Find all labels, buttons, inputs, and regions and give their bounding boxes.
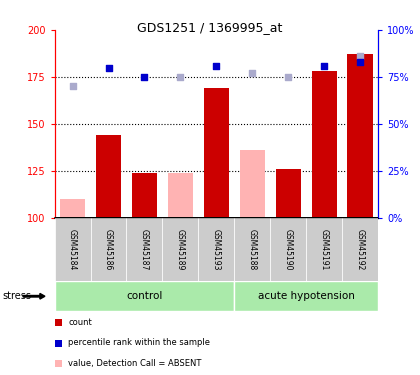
Bar [132,172,157,217]
Point [249,70,256,76]
Point [213,63,220,69]
Text: GSM45190: GSM45190 [284,229,293,270]
Text: GSM45192: GSM45192 [356,229,365,270]
Bar [168,172,193,217]
Text: stress: stress [2,291,31,301]
Text: GSM45184: GSM45184 [68,229,77,270]
Text: count: count [68,318,92,327]
Bar [270,217,306,281]
Text: control: control [126,291,163,301]
Text: GDS1251 / 1369995_at: GDS1251 / 1369995_at [137,21,283,34]
Point [141,74,148,80]
Bar [198,217,234,281]
Bar [96,135,121,218]
Bar [240,150,265,217]
Text: GSM45193: GSM45193 [212,229,221,270]
Bar [204,88,229,218]
Point [105,64,112,70]
Point [357,53,363,59]
Text: GSM45186: GSM45186 [104,229,113,270]
Bar [312,71,337,217]
Bar [234,281,378,311]
Text: GSM45189: GSM45189 [176,229,185,270]
Bar [91,217,126,281]
Bar [163,217,198,281]
Bar [55,217,91,281]
Point [177,74,184,80]
Bar [306,217,342,281]
Point [357,59,363,65]
Text: GSM45191: GSM45191 [320,229,328,270]
Text: value, Detection Call = ABSENT: value, Detection Call = ABSENT [68,359,202,368]
Point [285,74,291,80]
Bar [347,54,373,217]
Point [321,63,328,69]
Text: GSM45187: GSM45187 [140,229,149,270]
Bar [55,281,234,311]
Bar [342,217,378,281]
Bar [276,169,301,217]
Bar [234,217,270,281]
Point [69,83,76,89]
Text: acute hypotension: acute hypotension [258,291,354,301]
Text: percentile rank within the sample: percentile rank within the sample [68,338,210,347]
Bar [60,199,85,217]
Bar [126,217,163,281]
Text: GSM45188: GSM45188 [248,229,257,270]
